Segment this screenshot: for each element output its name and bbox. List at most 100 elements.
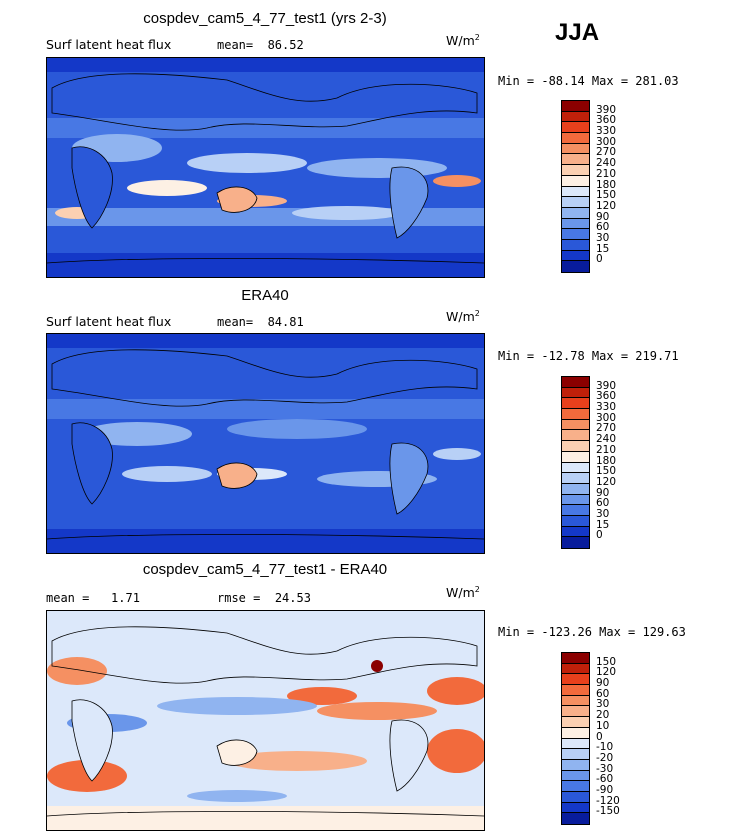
colorbar-tick-label: -90: [596, 783, 614, 796]
colorbar-tick-label: 60: [596, 221, 610, 234]
colorbar-swatch: [562, 207, 589, 219]
colorbar-tick-label: 330: [596, 125, 617, 138]
colorbar-swatch: [562, 239, 589, 251]
colorbar-tick-label: 30: [596, 231, 610, 244]
colorbar-tick-label: 150: [596, 465, 617, 478]
panel-1-title: cospdev_cam5_4_77_test1 (yrs 2-3): [143, 10, 387, 27]
panel-2-mean: mean= 84.81: [217, 315, 304, 329]
colorbar-swatch: [562, 813, 589, 824]
colorbar-swatch: [562, 695, 589, 707]
colorbar-tick-label: -120: [596, 794, 620, 807]
colorbar-tick-label: 390: [596, 103, 617, 116]
colorbar-tick-label: 390: [596, 379, 617, 392]
colorbar-tick-label: 210: [596, 167, 617, 180]
panel-1-colorbar: [561, 100, 590, 273]
colorbar-swatch: [562, 261, 589, 272]
colorbar-tick-label: -10: [596, 741, 614, 754]
panel-3-rmse-label: rmse =: [217, 591, 261, 605]
panel-3-mean-value: 1.71: [111, 591, 140, 605]
panel-1-minmax: Min = -88.14 Max = 281.03: [498, 74, 679, 88]
colorbar-swatch: [562, 111, 589, 123]
colorbar-swatch: [562, 770, 589, 782]
colorbar-tick-label: 60: [596, 497, 610, 510]
colorbar-swatch: [562, 505, 589, 516]
colorbar-swatch: [562, 473, 589, 484]
panel-1-map: [46, 57, 485, 278]
panel-1-mean: mean= 86.52: [217, 38, 304, 52]
colorbar-tick-label: 240: [596, 433, 617, 446]
colorbar-tick-label: 210: [596, 443, 617, 456]
colorbar-swatch: [562, 441, 589, 452]
colorbar-swatch: [562, 717, 589, 728]
colorbar-swatch: [562, 387, 589, 399]
colorbar-tick-label: 10: [596, 719, 610, 732]
panel-3-title: cospdev_cam5_4_77_test1 - ERA40: [142, 561, 388, 578]
panel-3-units: W/m2: [446, 585, 480, 601]
panel-1-mean-value: 86.52: [267, 38, 304, 52]
colorbar-swatch: [562, 685, 589, 696]
colorbar-swatch: [562, 494, 589, 506]
colorbar-swatch: [562, 674, 589, 686]
colorbar-tick-label: 240: [596, 157, 617, 170]
colorbar-swatch: [562, 419, 589, 431]
colorbar-swatch: [562, 197, 589, 208]
panel-3-colorbar: [561, 652, 590, 825]
colorbar-swatch: [562, 515, 589, 527]
colorbar-tick-label: 120: [596, 666, 617, 679]
colorbar-tick-label: 20: [596, 709, 610, 722]
colorbar-swatch: [562, 143, 589, 155]
colorbar-swatch: [562, 175, 589, 187]
panel-3-map-field: [47, 611, 484, 830]
colorbar-tick-label: 330: [596, 401, 617, 414]
panel-3-mean-label: mean =: [46, 591, 90, 605]
colorbar-swatch: [562, 526, 589, 538]
colorbar-swatch: [562, 663, 589, 675]
panel-3-rmse-value: 24.53: [274, 591, 311, 605]
colorbar-swatch: [562, 218, 589, 230]
colorbar-tick-label: 270: [596, 422, 617, 435]
panel-2-minmax: Min = -12.78 Max = 219.71: [498, 349, 679, 363]
colorbar-tick-label: -150: [596, 805, 620, 818]
colorbar-tick-label: 180: [596, 454, 617, 467]
panel-1-map-field: [47, 58, 484, 277]
colorbar-swatch: [562, 409, 589, 420]
colorbar-tick-label: 270: [596, 146, 617, 159]
panel-3-rmse: rmse = 24.53: [217, 591, 311, 605]
colorbar-tick-label: 90: [596, 677, 610, 690]
colorbar-tick-label: 0: [596, 253, 603, 266]
panel-2-colorbar: [561, 376, 590, 549]
colorbar-tick-label: 90: [596, 210, 610, 223]
colorbar-swatch: [562, 749, 589, 760]
panel-3-minmax: Min = -123.26 Max = 129.63: [498, 625, 686, 639]
panel-1-units: W/m2: [446, 33, 480, 49]
colorbar-swatch: [562, 165, 589, 176]
colorbar-tick-label: 30: [596, 507, 610, 520]
colorbar-swatch: [562, 802, 589, 814]
panel-3-mean: mean = 1.71: [46, 591, 140, 605]
colorbar-tick-label: 90: [596, 486, 610, 499]
colorbar-swatch: [562, 430, 589, 442]
panel-2-mean-value: 84.81: [267, 315, 304, 329]
colorbar-swatch: [562, 537, 589, 548]
colorbar-swatch: [562, 781, 589, 792]
panel-2-map-field: [47, 334, 484, 553]
colorbar-swatch: [562, 738, 589, 750]
colorbar-tick-label: 60: [596, 687, 610, 700]
colorbar-tick-label: 150: [596, 655, 617, 668]
colorbar-swatch: [562, 759, 589, 771]
colorbar-tick-label: 360: [596, 114, 617, 127]
colorbar-swatch: [562, 377, 589, 388]
colorbar-swatch: [562, 101, 589, 112]
colorbar-swatch: [562, 653, 589, 664]
colorbar-swatch: [562, 398, 589, 410]
colorbar-tick-label: 360: [596, 390, 617, 403]
colorbar-swatch: [562, 133, 589, 144]
colorbar-swatch: [562, 483, 589, 495]
colorbar-swatch: [562, 154, 589, 166]
colorbar-swatch: [562, 229, 589, 240]
panel-2-units: W/m2: [446, 309, 480, 325]
colorbar-tick-label: 120: [596, 475, 617, 488]
colorbar-swatch: [562, 451, 589, 463]
colorbar-tick-label: 15: [596, 242, 610, 255]
panel-3-map: [46, 610, 485, 831]
